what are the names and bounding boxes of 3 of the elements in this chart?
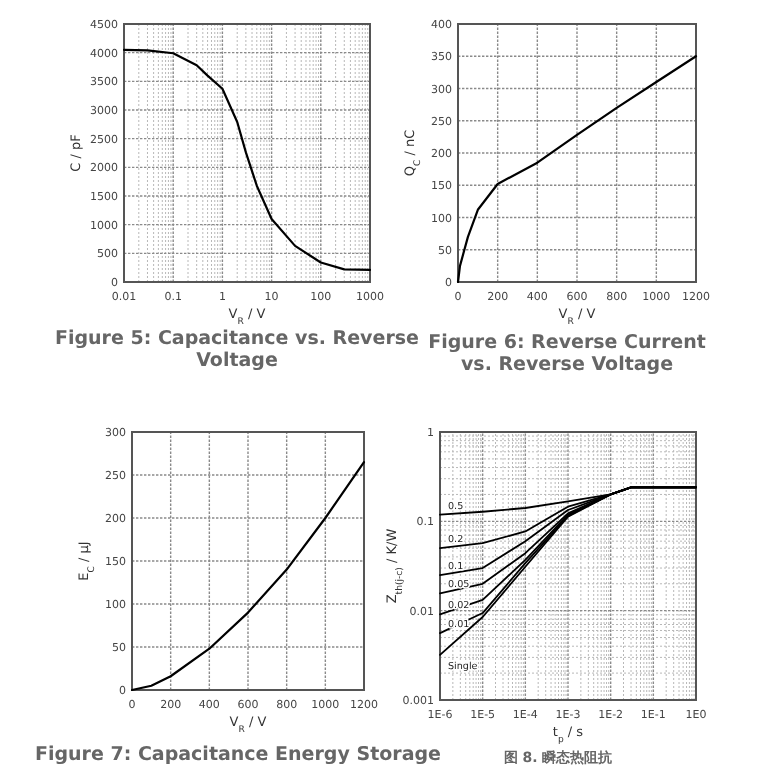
text: Figure 5: Capacitance vs. Reverse Voltage <box>55 328 419 372</box>
text: Figure 6: Reverse Current vs. Reverse Voltage <box>428 332 707 376</box>
text: Figure 7: Capacitance Energy Storage <box>35 744 441 766</box>
